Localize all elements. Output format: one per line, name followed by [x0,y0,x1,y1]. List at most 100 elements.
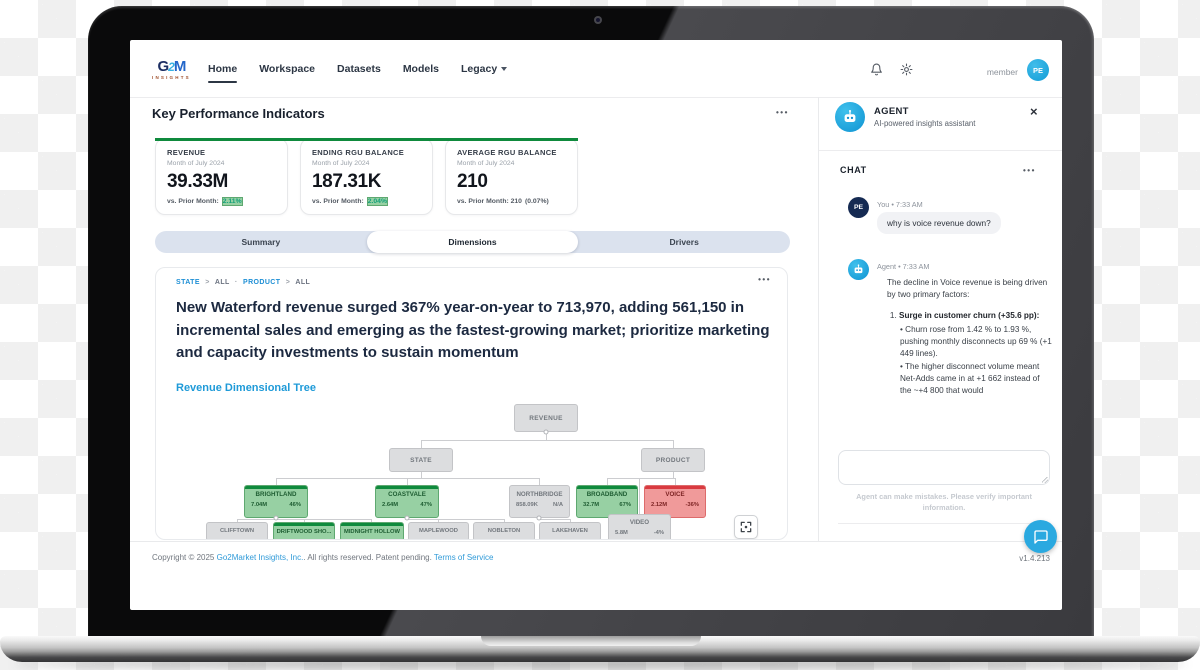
tree-node-lakehaven[interactable]: LAKEHAVEN [539,522,601,539]
sidebar-footer-divider [838,523,1050,524]
main-nav: Home Workspace Datasets Models Legacy [208,40,508,97]
tab-summary[interactable]: Summary [241,237,281,247]
agent-header-divider [819,150,1062,151]
nav-divider [130,97,1062,98]
kpi-delta: 2.04% [366,197,389,206]
connector-dot [543,429,549,435]
kpi-card-row: REVENUE Month of July 2024 39.33M vs. Pr… [155,138,578,215]
tree-connector [607,478,608,485]
agent-disclaimer: Agent can make mistakes. Please verify i… [856,492,1032,513]
brand-logo: G2M INSIGHTS [152,58,191,80]
connector-dot [536,515,542,521]
tree-connector [421,440,674,441]
agent-point-title: Surge in customer churn (+35.6 pp): [899,310,1040,320]
resize-handle-icon[interactable] [1042,477,1048,483]
page-title: Key Performance Indicators [152,106,325,121]
panel-ellipsis-menu-icon[interactable]: ••• [758,275,771,284]
kpi-delta: 2.11% [221,197,243,206]
tree-connector [539,478,540,485]
tree-connector [438,519,439,522]
tree-node-revenue[interactable]: REVENUE [514,404,578,432]
tree-node-northbridge[interactable]: NORTHBRIDGE 858.09K N/A [509,485,570,518]
tab-drivers[interactable]: Drivers [669,237,699,247]
tree-connector [673,440,674,448]
tree-connector [304,519,305,522]
kpi-card-revenue[interactable]: REVENUE Month of July 2024 39.33M vs. Pr… [155,138,288,215]
tree-node-video[interactable]: VIDEO 5.8M -4% [608,514,671,539]
breadcrumb-state[interactable]: STATE [176,279,200,286]
close-icon[interactable]: × [1030,104,1038,119]
user-message-meta: You • 7:33 AM [877,200,923,209]
tree-connector [237,519,238,522]
tree-node-coastvale[interactable]: COASTVALE 2.64M 47% [375,485,439,518]
tree-node-brightland[interactable]: BRIGHTLAND 7.04M 46% [244,485,308,518]
breadcrumb: STATE > ALL · PRODUCT > ALL [176,279,311,286]
connector-dot [273,515,279,521]
nav-item-workspace[interactable]: Workspace [259,62,316,75]
kpi-value: 187.31K [312,171,382,192]
terms-of-service-link[interactable]: Terms of Service [433,553,494,562]
tree-node-nobleton[interactable]: NOBLETON [473,522,535,539]
brand-logo-sub: INSIGHTS [152,75,191,80]
tree-node-maplewood[interactable]: MAPLEWOOD [408,522,469,539]
tree-connector [607,478,675,479]
tree-connector [276,478,277,485]
tab-dimensions[interactable]: Dimensions [366,231,579,253]
agent-robot-icon [835,102,865,132]
kpi-card-average-rgu[interactable]: AVERAGE RGU BALANCE Month of July 2024 2… [445,138,578,215]
company-link[interactable]: Go2Market Insights, Inc. [216,553,304,562]
tree-node-clifftown[interactable]: CLIFFTOWN [206,522,268,539]
webcam-icon [594,16,602,24]
agent-message-meta: Agent • 7:33 AM [877,262,930,271]
tree-node-state[interactable]: STATE [389,448,453,472]
notifications-bell-icon[interactable] [870,63,883,81]
agent-panel-title: AGENT [874,106,909,117]
app-screen: G2M INSIGHTS Home Workspace Datasets Mod… [130,40,1062,610]
kpi-value: 210 [457,171,488,192]
kpi-card-ending-rgu[interactable]: ENDING RGU BALANCE Month of July 2024 18… [300,138,433,215]
insight-headline: New Waterford revenue surged 367% year-o… [176,299,770,361]
tree-node-midnight-hollow[interactable]: MIDNIGHT HOLLOW [340,522,404,539]
agent-message-body: The decline in Voice revenue is being dr… [887,277,1053,398]
kpi-delta: (0.07%) [524,198,549,205]
tree-connector [371,519,372,522]
tree-connector [546,432,547,440]
tree-connector [673,472,674,478]
kpi-ellipsis-menu-icon[interactable]: ••• [776,108,789,117]
tree-connector [276,478,540,479]
tree-node-voice[interactable]: VOICE 2.12M -36% [644,485,706,518]
tree-connector [407,478,408,485]
laptop-lid-notch [481,636,701,646]
chat-input[interactable] [838,450,1050,485]
breadcrumb-product[interactable]: PRODUCT [243,279,281,286]
chat-bubble-button[interactable] [1024,520,1057,553]
footer-copyright: Copyright © 2025 Go2Market Insights, Inc… [152,553,494,562]
sidebar-divider [818,97,819,541]
laptop-shadow [14,659,1186,668]
revenue-tree-link[interactable]: Revenue Dimensional Tree [176,382,316,394]
tree-node-product[interactable]: PRODUCT [641,448,705,472]
agent-intro: The decline in Voice revenue is being dr… [887,278,1048,300]
nav-item-legacy[interactable]: Legacy [461,63,508,75]
tree-connector [407,519,504,520]
chevron-down-icon [501,66,508,71]
nav-item-home[interactable]: Home [208,62,238,83]
tree-node-driftwood-shores[interactable]: DRIFTWOOD SHO... [273,522,335,539]
settings-gear-icon[interactable] [900,63,913,81]
tree-connector [421,440,422,448]
user-avatar[interactable]: PE [1027,59,1049,81]
agent-message-avatar [848,259,869,280]
member-role-label: member [986,67,1018,77]
tree-connector [539,519,570,520]
app-version-label: v1.4.213 [1019,554,1050,563]
nav-item-models[interactable]: Models [402,62,439,75]
tree-connector [675,478,676,485]
nav-item-datasets[interactable]: Datasets [337,62,381,75]
agent-bullet: Churn rose from 1.42 % to 1.93 %, pushin… [900,324,1053,361]
tree-node-broadband[interactable]: BROADBAND 32.7M 67% [576,485,638,518]
user-message-avatar: PE [848,197,869,218]
chat-ellipsis-menu-icon[interactable]: ••• [1023,166,1036,175]
agent-panel-subtitle: AI-powered insights assistant [874,119,976,128]
fullscreen-expand-icon[interactable] [734,515,758,539]
tree-connector [570,519,571,522]
